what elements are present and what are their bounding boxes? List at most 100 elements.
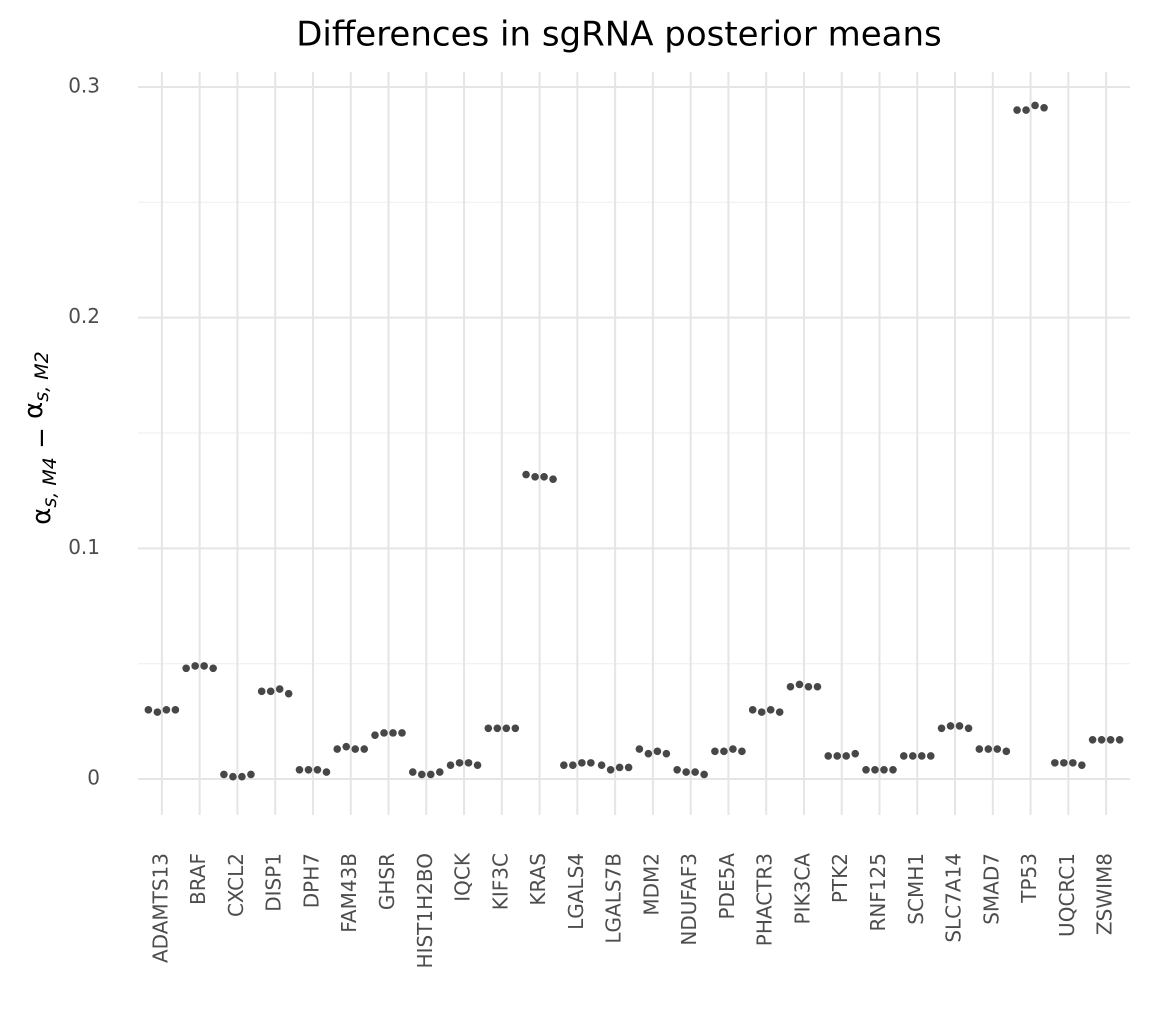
point <box>1002 747 1011 756</box>
point <box>775 708 784 716</box>
point <box>360 745 369 753</box>
point <box>624 763 633 772</box>
y-tick-label: 0.3 <box>68 73 100 97</box>
point <box>975 745 984 753</box>
x-tick-label: IQCK <box>451 852 475 902</box>
point <box>662 749 671 758</box>
point <box>926 752 935 760</box>
point <box>757 708 766 716</box>
point <box>1060 759 1068 767</box>
point <box>417 770 426 779</box>
point <box>984 745 993 753</box>
point <box>304 765 313 774</box>
point <box>795 680 804 689</box>
point <box>653 747 662 756</box>
x-tick-label: GHSR <box>375 853 399 910</box>
point <box>511 724 520 733</box>
y-axis-label-part: α <box>27 508 57 525</box>
x-tick-label: ADAMTS13 <box>148 853 172 963</box>
point <box>144 706 153 714</box>
x-tick-label: PHACTR3 <box>753 853 777 946</box>
point <box>955 722 964 730</box>
x-tick-label: PTK2 <box>828 853 852 903</box>
point <box>673 765 681 774</box>
point <box>1069 759 1077 767</box>
point <box>946 722 955 730</box>
point <box>455 759 464 767</box>
x-tick-label: PDE5A <box>715 853 739 920</box>
x-tick-label: DISP1 <box>262 853 286 912</box>
x-tick-label: SLC7A14 <box>942 853 966 943</box>
point <box>464 759 473 767</box>
point <box>1051 759 1059 767</box>
point <box>171 706 180 714</box>
point <box>644 749 653 758</box>
y-tick-label: 0.1 <box>68 535 100 559</box>
point <box>229 772 237 781</box>
point <box>313 765 322 774</box>
point <box>908 752 917 760</box>
point <box>389 729 397 737</box>
point <box>295 765 304 774</box>
point <box>1040 103 1048 112</box>
point <box>342 742 351 751</box>
y-axis-label-part: − <box>27 419 57 457</box>
point <box>606 765 615 774</box>
point <box>1097 736 1106 744</box>
y-axis-label-part: α <box>19 402 49 419</box>
x-tick-label: DPH7 <box>299 853 323 908</box>
point <box>238 772 246 781</box>
point <box>729 745 737 753</box>
point <box>597 761 606 769</box>
point <box>862 765 870 774</box>
point <box>615 763 624 772</box>
point <box>182 664 190 673</box>
point <box>257 687 266 696</box>
y-axis-label: αs, M4 − αs, M2 <box>19 351 61 525</box>
point <box>700 770 708 779</box>
point <box>247 770 255 779</box>
point <box>266 687 275 696</box>
point <box>220 770 228 779</box>
point <box>833 752 842 760</box>
point <box>209 664 217 673</box>
point <box>1031 101 1039 110</box>
point <box>917 752 926 760</box>
point <box>540 473 548 481</box>
point <box>493 724 502 733</box>
point <box>964 724 973 733</box>
point <box>1013 106 1021 114</box>
point <box>635 745 644 753</box>
point <box>200 662 208 670</box>
point <box>899 752 908 760</box>
point <box>871 765 879 774</box>
point <box>1078 761 1086 769</box>
point <box>191 662 199 670</box>
point <box>549 475 557 483</box>
x-tick-label: FAM43B <box>337 853 361 933</box>
point <box>824 752 833 760</box>
chart-title: Differences in sgRNA posterior means <box>296 15 942 55</box>
point <box>889 765 897 774</box>
point <box>446 761 455 769</box>
x-tick-label: HIST1H2BO <box>413 853 437 968</box>
point <box>738 747 746 756</box>
x-tick-label: SCMH1 <box>904 853 928 925</box>
point <box>682 768 690 776</box>
point <box>380 729 388 737</box>
x-tick-label: TP53 <box>1017 853 1041 904</box>
point <box>322 768 331 776</box>
point <box>502 724 511 733</box>
point <box>522 470 530 479</box>
point <box>851 749 860 758</box>
point <box>435 768 444 776</box>
point <box>1106 736 1115 744</box>
x-tick-label: SMAD7 <box>979 853 1003 925</box>
point <box>1088 736 1097 744</box>
y-axis-label-part: s, M4 <box>39 457 61 507</box>
x-tick-label: LGALS4 <box>564 853 588 930</box>
x-tick-label: UQCRC1 <box>1055 853 1079 937</box>
x-tick-label: NDUFAF3 <box>677 853 701 946</box>
point <box>162 706 171 714</box>
